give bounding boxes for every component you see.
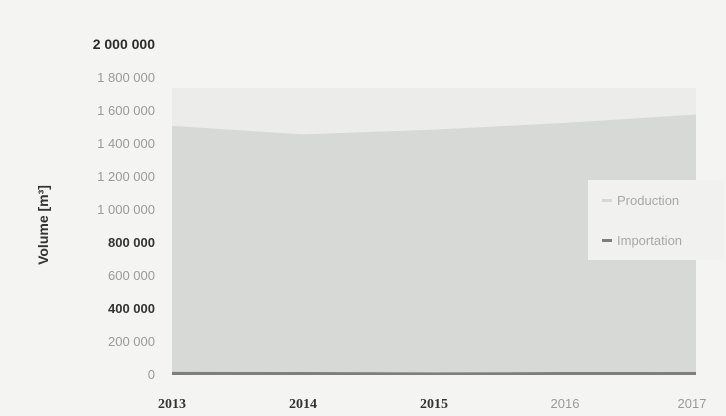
legend-box — [588, 180, 724, 260]
legend-label-importation: Importation — [617, 233, 682, 248]
x-axis-ticks: 2013 2014 2015 2016 2017 — [158, 396, 706, 412]
y-axis-ticks: 0 200 000 400 000 600 000 800 000 1 000 000 1 … — [93, 36, 155, 382]
y-axis-label: Volume [m³] — [35, 185, 51, 265]
y-tick-label: 1 400 000 — [97, 136, 155, 151]
legend-swatch-importation — [602, 239, 612, 242]
y-tick-label: 0 — [148, 367, 155, 382]
legend-label-production: Production — [617, 193, 679, 208]
y-tick-label: 800 000 — [108, 235, 155, 250]
y-tick-label: 2 000 000 — [93, 36, 155, 52]
x-tick-label: 2016 — [551, 396, 580, 411]
legend-swatch-production — [602, 199, 612, 202]
y-tick-label: 600 000 — [108, 268, 155, 283]
series-areas — [172, 114, 696, 375]
y-tick-label: 400 000 — [108, 301, 155, 316]
y-tick-label: 1 000 000 — [97, 202, 155, 217]
x-tick-label: 2015 — [420, 397, 448, 412]
area-production — [172, 114, 696, 373]
x-tick-label: 2013 — [158, 397, 186, 412]
area-importation — [172, 371, 696, 375]
legend: Production Importation — [588, 180, 724, 260]
y-tick-label: 1 600 000 — [97, 103, 155, 118]
y-tick-label: 1 800 000 — [97, 70, 155, 85]
x-tick-label: 2017 — [678, 396, 707, 411]
y-tick-label: 1 200 000 — [97, 169, 155, 184]
y-tick-label: 200 000 — [108, 334, 155, 349]
x-tick-label: 2014 — [289, 397, 317, 412]
